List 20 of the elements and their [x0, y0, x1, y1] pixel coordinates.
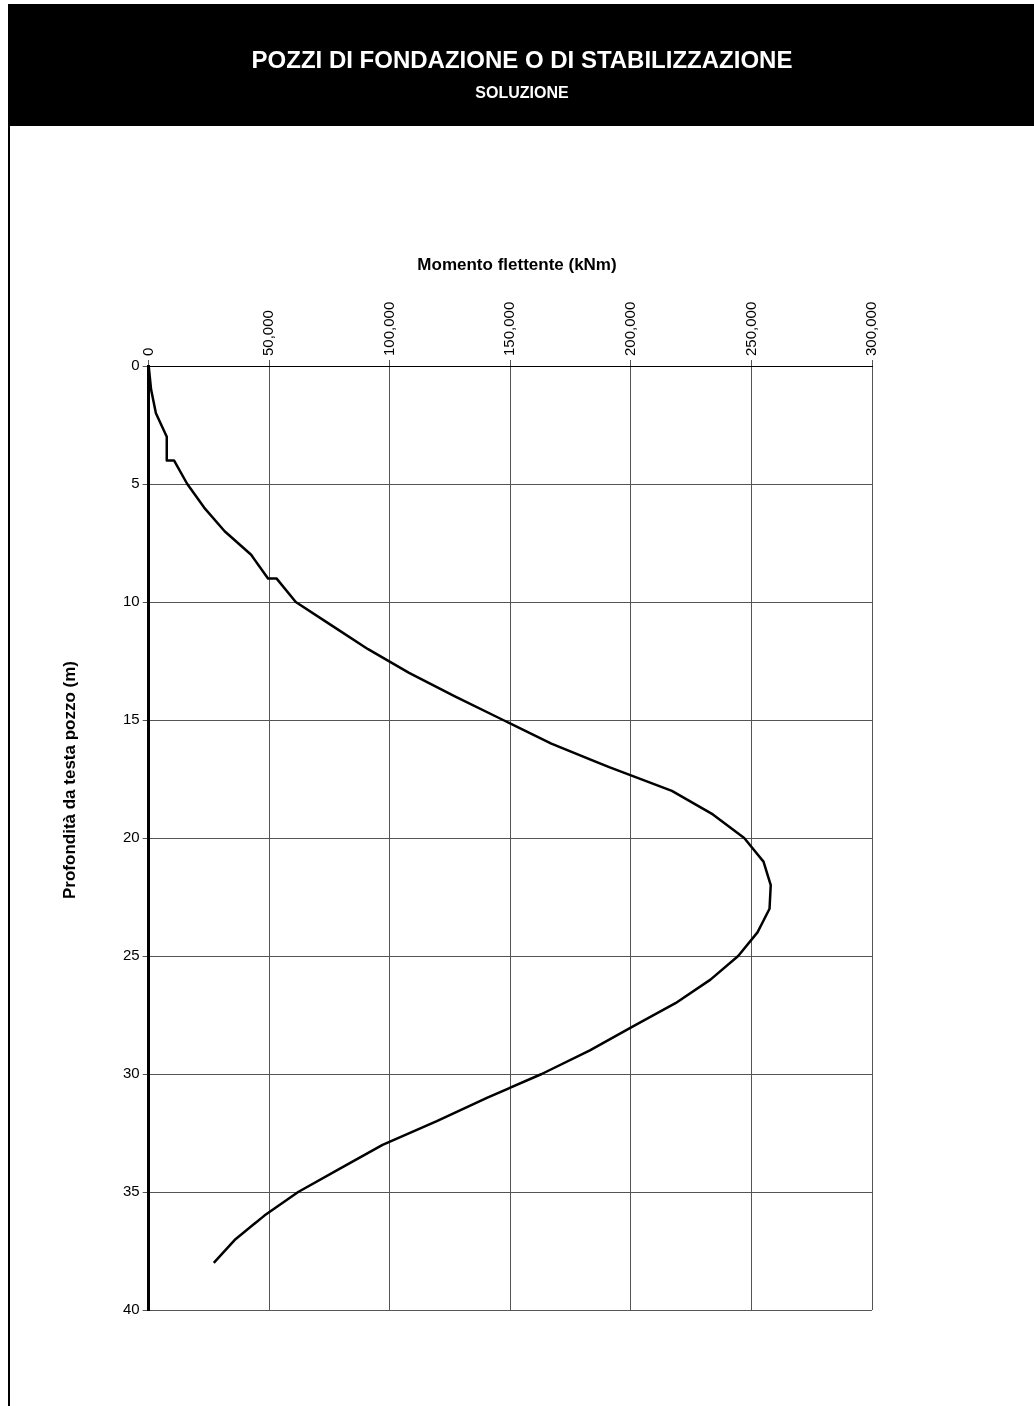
y-tick-label: 15 — [123, 710, 140, 728]
y-tick-label: 25 — [123, 946, 140, 964]
chart-title: POZZI DI FONDAZIONE O DI STABILIZZAZIONE — [250, 45, 794, 74]
x-axis-title: Momento flettente (kNm) — [416, 255, 618, 275]
y-tick-label: 40 — [123, 1300, 140, 1318]
x-tick-label: 150,000 — [500, 301, 518, 356]
x-tick-label: 250,000 — [741, 301, 759, 356]
y-axis-title: Profondità da testa pozzo (m) — [60, 660, 80, 901]
y-tick-label: 30 — [123, 1064, 140, 1082]
x-tick-label: 300,000 — [862, 301, 880, 356]
y-tick-label: 0 — [131, 356, 140, 374]
x-tick-label: 100,000 — [379, 301, 397, 356]
y-tick-label: 20 — [123, 828, 140, 846]
y-tick-label: 5 — [131, 474, 140, 492]
y-tick-label: 35 — [123, 1182, 140, 1200]
y-tick-label: 10 — [123, 592, 140, 610]
x-tick-label: 200,000 — [621, 301, 639, 356]
chart-subtitle: SOLUZIONE — [474, 84, 570, 102]
x-tick-label: 50,000 — [259, 310, 277, 356]
x-tick-label: 0 — [138, 347, 156, 356]
